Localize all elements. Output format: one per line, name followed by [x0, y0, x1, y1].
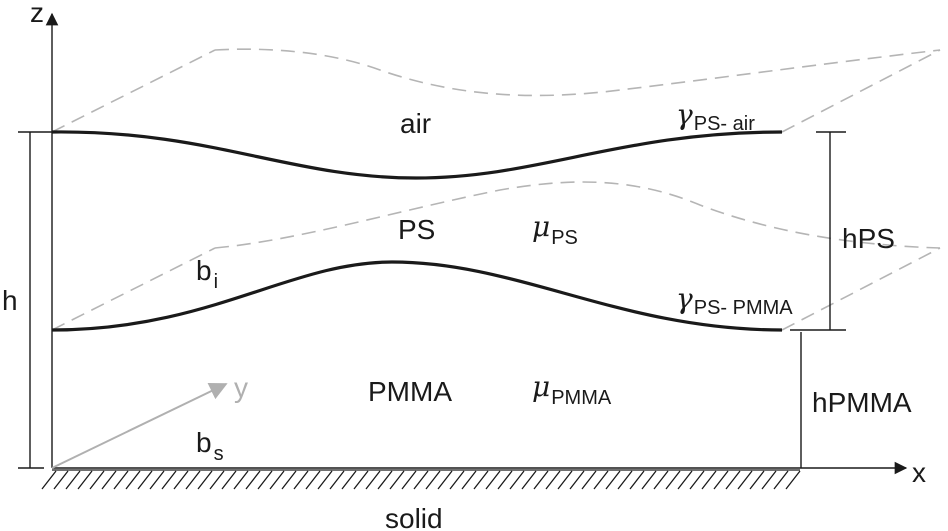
gamma-ps-pmma-label: γPS- PMMA: [676, 282, 793, 319]
h-ps-label: hPS: [842, 223, 895, 254]
air-layer-label: air: [400, 108, 431, 139]
pmma-layer-label: PMMA: [368, 376, 452, 407]
x-axis-label: x: [912, 457, 926, 488]
dashed-mid-surface-back: [214, 181, 941, 249]
dimension-h-total: [18, 131, 52, 469]
solid-substrate-hatch: [41, 469, 801, 490]
h-total-label: h: [2, 285, 18, 316]
dashed-top-edge-left: [51, 49, 216, 133]
dashed-mid-edge-right: [781, 247, 941, 331]
gamma-ps-air-label: γPS- air: [676, 98, 755, 135]
ps-layer-label: PS: [398, 214, 435, 245]
mu-ps-label: μPS: [532, 210, 578, 249]
dashed-mid-edge-left: [51, 247, 216, 331]
mu-pmma-label: μPMMA: [532, 370, 612, 409]
z-axis-label: z: [30, 0, 44, 28]
dashed-top-surface-back: [214, 48, 941, 97]
dashed-top-edge-right: [781, 49, 941, 133]
perspective-guides: [51, 48, 941, 331]
y-axis-label: y: [234, 372, 248, 403]
solid-label: solid: [385, 503, 443, 531]
y-axis: [51, 382, 228, 469]
dimension-h-ps: [790, 131, 846, 331]
ps-air-interface: [51, 130, 783, 180]
h-pmma-label: hPMMA: [812, 387, 912, 418]
ps-pmma-interface: [51, 260, 783, 332]
